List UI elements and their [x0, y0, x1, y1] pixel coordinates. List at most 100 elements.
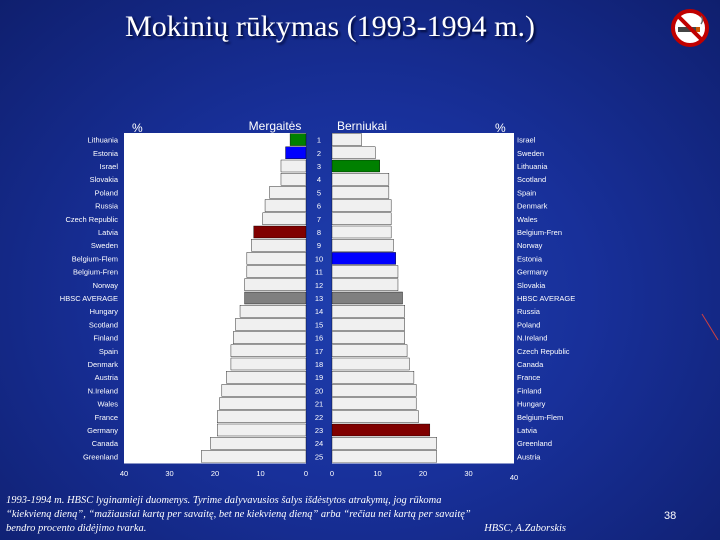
girls-tick-label: 0 — [304, 469, 308, 478]
boys-bar-n-ireland — [331, 331, 406, 344]
girls-bar-belgium-flem — [246, 252, 307, 265]
girls-bar-estonia — [285, 146, 307, 160]
boys-bar-greenland — [331, 437, 437, 450]
boys-label-sweden: Sweden — [517, 149, 544, 158]
boys-label-canada: Canada — [517, 360, 544, 369]
girls-bar-latvia — [253, 225, 307, 239]
boys-tick-label: 20 — [419, 469, 427, 478]
girls-label-spain: Spain — [99, 347, 118, 356]
boys-label-scotland: Scotland — [517, 175, 546, 184]
boys-label-israel: Israel — [517, 136, 536, 145]
boys-label-hungary: Hungary — [517, 400, 546, 409]
girls-label-austria: Austria — [95, 373, 119, 382]
girls-unit-label: % — [132, 121, 143, 135]
rank-label: 17 — [315, 347, 323, 356]
boys-label-finland: Finland — [517, 386, 542, 395]
boys-label-estonia: Estonia — [517, 254, 543, 263]
boys-label-greenland: Greenland — [517, 439, 552, 448]
girls-bar-greenland — [201, 450, 307, 463]
rank-label: 16 — [315, 334, 323, 343]
girls-bar-slovakia — [280, 172, 307, 186]
boys-label-belgium-fren: Belgium-Fren — [517, 228, 562, 237]
boys-bar-finland — [331, 384, 417, 397]
no-smoking-icon — [671, 9, 709, 47]
rank-label: 5 — [317, 188, 321, 197]
boys-bar-russia — [331, 305, 406, 318]
boys-label-lithuania: Lithuania — [517, 162, 548, 171]
rank-label: 23 — [315, 426, 323, 435]
boys-bar-germany — [331, 265, 399, 278]
girls-label-russia: Russia — [95, 202, 119, 211]
boys-bar-scotland — [331, 172, 390, 186]
rank-label: 19 — [315, 373, 323, 382]
boys-tick-label: 40 — [510, 473, 518, 482]
girls-bar-austria — [226, 371, 307, 384]
boys-bar-denmark — [331, 199, 392, 212]
rank-label: 9 — [317, 241, 321, 250]
girls-label-norway: Norway — [93, 281, 119, 290]
boys-label-austria: Austria — [517, 452, 541, 461]
girls-label-israel: Israel — [100, 162, 119, 171]
boys-unit-label: % — [495, 121, 506, 135]
rank-label: 14 — [315, 307, 323, 316]
girls-bar-israel — [280, 159, 307, 173]
boys-label-spain: Spain — [517, 188, 536, 197]
page-title: Mokinių rūkymas (1993-1994 m.) — [125, 10, 535, 43]
girls-tick-label: 20 — [211, 469, 219, 478]
girls-label-poland: Poland — [95, 188, 118, 197]
girls-bar-wales — [219, 397, 307, 410]
girls-bar-norway — [244, 278, 307, 291]
boys-label-poland: Poland — [517, 320, 540, 329]
rank-label: 25 — [315, 452, 323, 461]
boys-bar-austria — [331, 450, 437, 463]
boys-bar-canada — [331, 357, 410, 371]
boys-bar-slovakia — [331, 278, 399, 291]
boys-label-hbsc-average: HBSC AVERAGE — [517, 294, 575, 303]
boys-label-n-ireland: N.Ireland — [517, 334, 547, 343]
girls-label-germany: Germany — [87, 426, 118, 435]
footer-note: 1993-1994 m. HBSC lyginamieji duomenys. … — [6, 494, 566, 536]
girls-bar-canada — [210, 437, 307, 450]
boys-label-france: France — [517, 373, 540, 382]
rank-label: 15 — [315, 320, 323, 329]
boys-tick-label: 0 — [330, 469, 334, 478]
boys-bar-sweden — [331, 146, 376, 160]
girls-tick-label: 30 — [165, 469, 173, 478]
rank-label: 2 — [317, 149, 321, 158]
boys-bar-belgium-fren — [331, 225, 392, 239]
rank-label: 20 — [315, 386, 323, 395]
girls-label-greenland: Greenland — [83, 452, 118, 461]
girls-tick-label: 40 — [120, 469, 128, 478]
girls-label-hungary: Hungary — [90, 307, 119, 316]
boys-bar-latvia — [331, 423, 431, 437]
girls-title: Mergaitės — [249, 119, 302, 133]
boys-label-czech-republic: Czech Republic — [517, 347, 570, 356]
rank-label: 10 — [315, 254, 323, 263]
girls-bar-spain — [230, 344, 307, 357]
boys-label-belgium-flem: Belgium-Flem — [517, 413, 563, 422]
girls-bar-scotland — [235, 318, 307, 331]
girls-label-sweden: Sweden — [91, 241, 118, 250]
girls-label-belgium-fren: Belgium-Fren — [73, 268, 118, 277]
rank-label: 4 — [317, 175, 321, 184]
girls-label-n-ireland: N.Ireland — [88, 386, 118, 395]
girls-bar-germany — [217, 423, 307, 437]
footer-line-3: bendro procento didėjimo tvarka. — [6, 523, 147, 534]
girls-label-finland: Finland — [93, 334, 118, 343]
boys-bar-lithuania — [331, 159, 380, 173]
footer-author: HBSC, A.Zaborskis — [484, 523, 566, 534]
boys-bar-spain — [331, 186, 390, 199]
girls-label-lithuania: Lithuania — [88, 136, 119, 145]
footer-line-1: 1993-1994 m. HBSC lyginamieji duomenys. … — [6, 495, 442, 506]
footer-line-2: “kiekvieną dieną”, “mažiausiai kartą per… — [6, 509, 471, 520]
rank-label: 24 — [315, 439, 323, 448]
girls-bar-poland — [269, 186, 307, 199]
boys-bar-hungary — [331, 397, 417, 410]
rank-label: 1 — [317, 136, 321, 145]
girls-bar-lithuania — [289, 133, 307, 146]
girls-bar-sweden — [251, 238, 307, 252]
girls-bar-n-ireland — [221, 384, 307, 397]
rank-label: 18 — [315, 360, 323, 369]
girls-bar-denmark — [230, 357, 307, 371]
rank-label: 6 — [317, 202, 321, 211]
